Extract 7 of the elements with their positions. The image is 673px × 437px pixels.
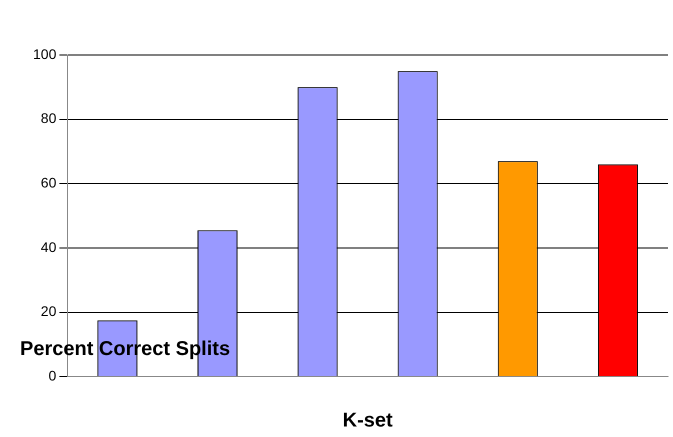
y-tick-label: 20 [40, 303, 57, 320]
y-tick-label: 40 [40, 238, 57, 255]
x-axis-title: K-set [342, 410, 394, 432]
y-tick-label: 60 [40, 174, 57, 190]
y-tick-label: 80 [40, 110, 57, 126]
y-tick-label: 0 [48, 367, 57, 384]
y-tick-label: 100 [33, 46, 57, 62]
